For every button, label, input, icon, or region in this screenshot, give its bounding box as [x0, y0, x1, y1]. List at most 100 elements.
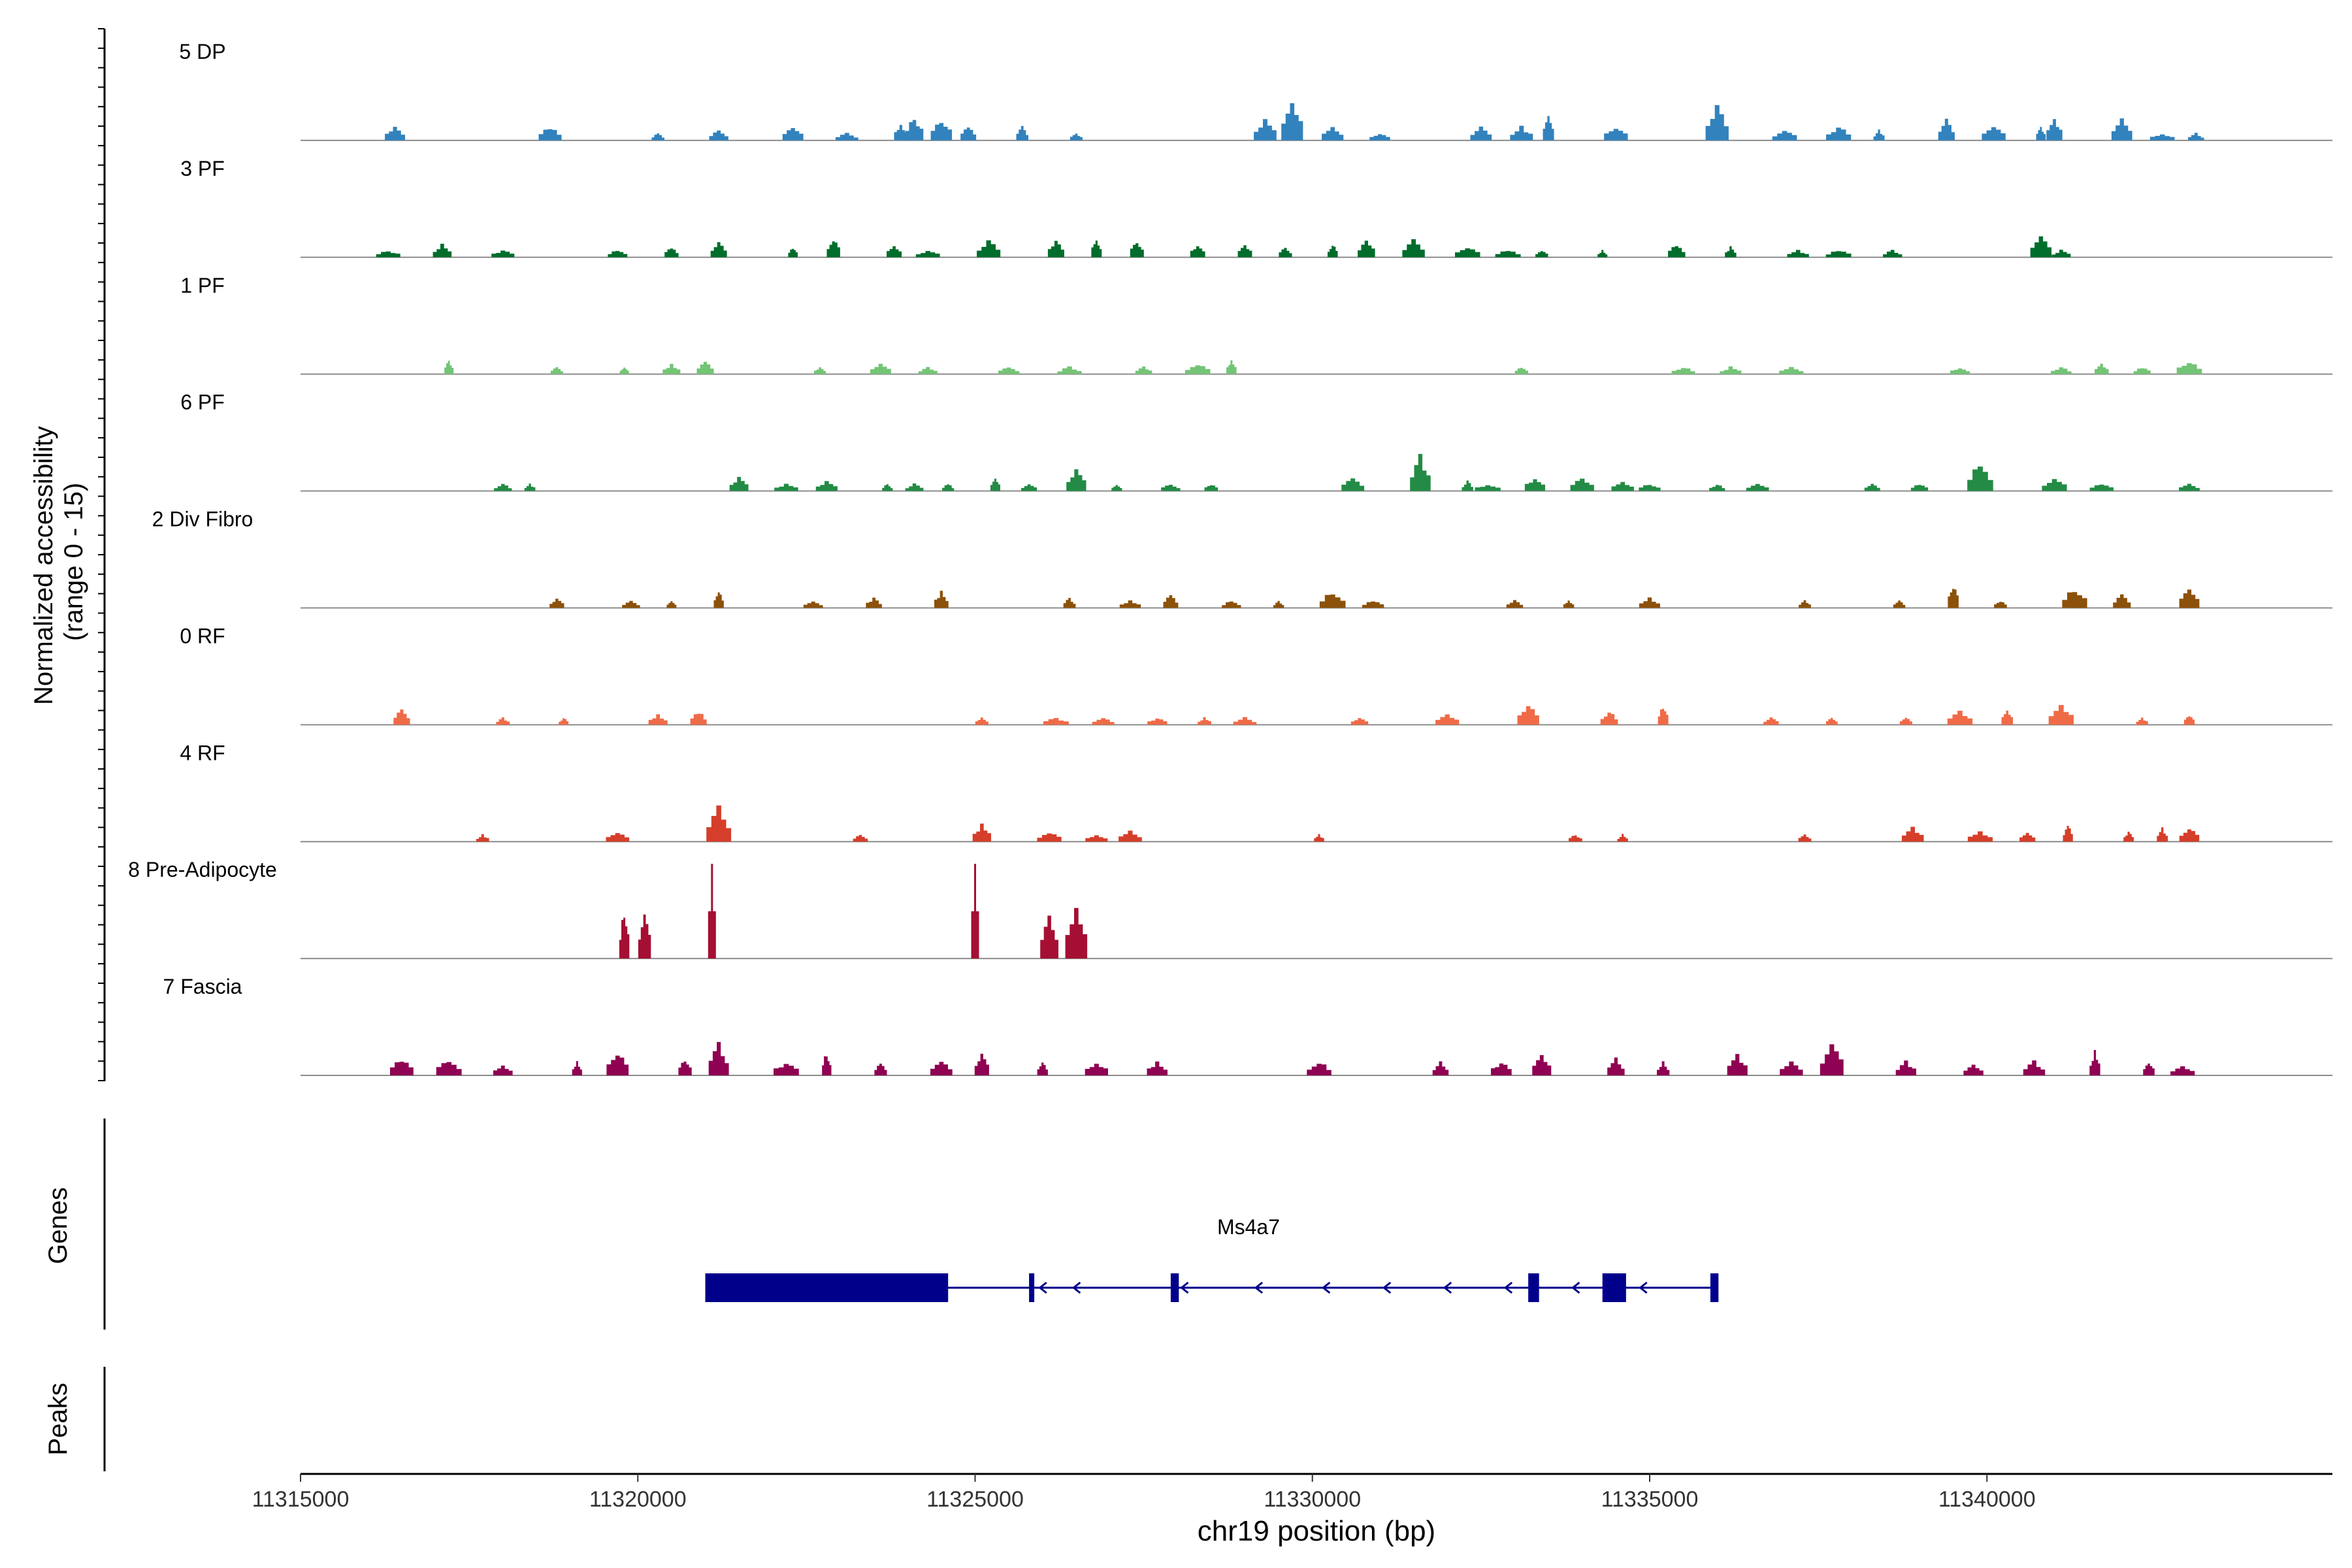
coverage-peak	[1563, 600, 1575, 608]
coverage-peak	[1226, 360, 1237, 374]
coverage-peak	[619, 917, 630, 959]
coverage-peak	[782, 128, 804, 140]
coverage-peak	[1947, 710, 1973, 725]
coverage-peak	[1901, 826, 1924, 842]
coverage-peak	[1204, 485, 1218, 491]
track-label: 8 Pre-Adipocyte	[128, 858, 277, 881]
coverage-peak	[1895, 1060, 1916, 1075]
coverage-peak	[1994, 602, 2007, 608]
coverage-peak	[1967, 466, 1993, 491]
coverage-peak	[1597, 250, 1608, 257]
coverage-peak	[1543, 116, 1554, 140]
coverage-peak	[2188, 133, 2204, 140]
track-3-pf: 3 PF	[180, 157, 2332, 258]
coverage-peak	[706, 805, 732, 842]
coverage-peak	[1671, 368, 1695, 374]
coverage-peak	[1237, 245, 1252, 257]
coverage-peak	[972, 823, 991, 842]
coverage-peak	[1462, 480, 1473, 491]
coverage-peak	[1506, 600, 1524, 608]
coverage-peak	[866, 597, 882, 608]
coverage-peak	[2183, 716, 2195, 725]
coverage-peak	[1910, 485, 1929, 491]
coverage-peak	[975, 717, 988, 725]
coverage-peak	[1746, 483, 1769, 491]
coverage-peak	[853, 835, 868, 842]
coverage-peak	[1092, 718, 1115, 725]
coverage-peak	[915, 251, 940, 257]
coverage-peak	[1233, 717, 1257, 725]
coverage-peak	[2179, 589, 2200, 608]
coverage-peak	[709, 130, 728, 140]
coverage-peak	[1402, 239, 1425, 257]
coverage-peak	[1611, 482, 1634, 491]
coverage-peak	[930, 123, 953, 140]
x-tick-label: 11315000	[252, 1487, 350, 1512]
coverage-peak	[710, 242, 727, 257]
x-axis-label: chr19 position (bp)	[1198, 1515, 1435, 1547]
coverage-peak	[1657, 1061, 1670, 1075]
coverage-peak	[1085, 1064, 1108, 1075]
coverage-peak	[974, 1053, 989, 1075]
coverage-peak	[1040, 915, 1058, 959]
coverage-peak	[1198, 717, 1211, 725]
coverage-peak	[1826, 717, 1838, 725]
tracks: 5 DP 3 PF 1 PF 6 PF 2 Div Fibro 0 RF 4 RF 8 Pre…	[128, 40, 2332, 1076]
coverage-peak	[2157, 827, 2168, 842]
coverage-peak	[1524, 479, 1545, 491]
coverage-peak	[1826, 127, 1852, 140]
coverage-peak	[708, 1041, 729, 1075]
coverage-peak	[476, 834, 489, 842]
coverage-peak	[1825, 251, 1852, 257]
track-5-dp: 5 DP	[179, 40, 2332, 141]
coverage-peak	[1607, 1057, 1625, 1075]
coverage-peak	[1799, 600, 1811, 608]
genes-panel-label: Genes	[44, 1187, 73, 1264]
coverage-peak	[1570, 478, 1594, 491]
y-axis-label: Normalized accessibility (range 0 - 15)	[29, 419, 88, 705]
coverage-peak	[1639, 485, 1661, 491]
coverage-peak	[638, 914, 651, 959]
coverage-peak	[1047, 240, 1064, 257]
coverage-peak	[662, 364, 681, 374]
coverage-peak	[1658, 708, 1669, 725]
coverage-peak	[1604, 129, 1628, 140]
coverage-peak	[393, 710, 410, 725]
coverage-peak	[1938, 118, 1955, 140]
coverage-peak	[971, 864, 979, 959]
strand-arrow	[1254, 1281, 1264, 1294]
coverage-peak	[606, 833, 630, 842]
track-1-pf: 1 PF	[180, 274, 2332, 375]
coverage-peak	[2133, 368, 2151, 374]
coverage-peak	[494, 483, 512, 491]
coverage-peak	[1709, 485, 1725, 491]
coverage-peak	[1475, 485, 1501, 491]
gene-exon	[1710, 1273, 1719, 1302]
gene-exon	[1528, 1273, 1539, 1302]
coverage-peak	[1963, 1064, 1984, 1075]
coverage-peak	[2136, 717, 2148, 725]
coverage-peak	[2143, 1063, 2155, 1075]
coverage-peak	[1455, 248, 1480, 257]
coverage-peak	[1600, 712, 1618, 725]
coverage-peak	[1948, 589, 1959, 608]
coverage-peak	[1222, 601, 1241, 608]
coverage-peak	[894, 125, 908, 140]
coverage-peak	[1780, 1061, 1803, 1075]
coverage-peak	[713, 592, 724, 608]
coverage-peak	[1779, 367, 1804, 374]
coverage-peak	[803, 601, 823, 608]
coverage-peak	[1190, 246, 1205, 257]
coverage-peak	[1070, 133, 1083, 140]
coverage-peak	[2051, 367, 2072, 374]
track-label: 3 PF	[180, 157, 225, 180]
coverage-peak	[2179, 829, 2200, 842]
coverage-peak	[2001, 710, 2013, 725]
coverage-peak	[1135, 367, 1152, 374]
coverage-peak	[870, 363, 891, 374]
coverage-peak	[1787, 250, 1809, 257]
coverage-peak	[1470, 126, 1492, 140]
coverage-peak	[1432, 1061, 1449, 1075]
x-tick-label: 11335000	[1601, 1487, 1699, 1512]
coverage-peak	[1147, 718, 1168, 725]
